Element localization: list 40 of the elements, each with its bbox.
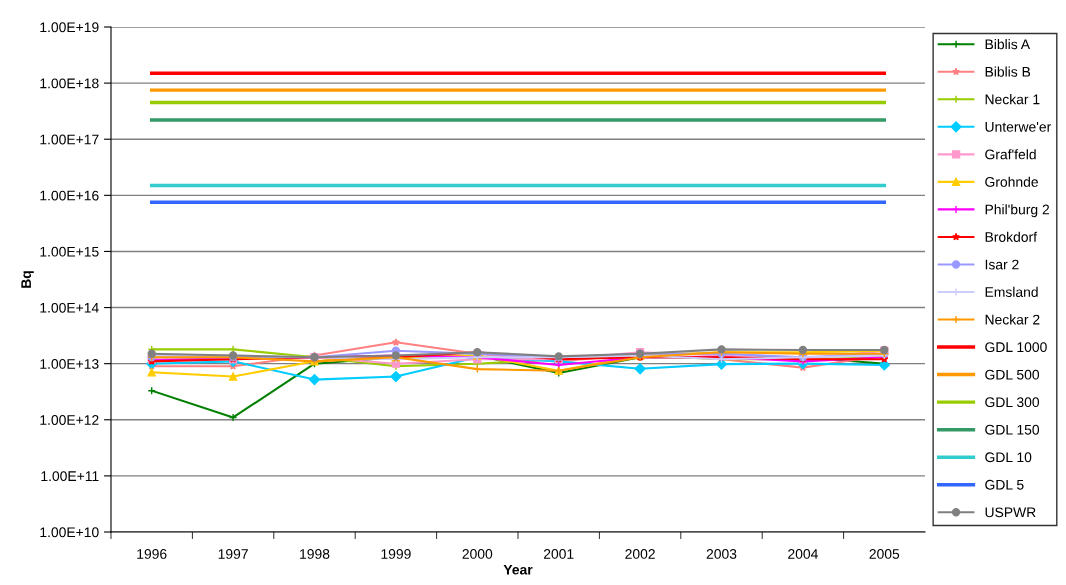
x-tick-label: 1996: [137, 549, 167, 559]
x-tick-label: 1998: [300, 549, 330, 559]
legend-label: GDL 500: [985, 369, 1040, 380]
legend-label: GDL 10: [985, 452, 1032, 463]
legend-label: Isar 2: [985, 259, 1019, 270]
y-axis-title: Bq: [21, 271, 34, 288]
legend-label: USPWR: [985, 507, 1036, 518]
legend-label: GDL 150: [985, 424, 1040, 435]
x-tick-label: 2002: [625, 549, 655, 559]
legend-label: GDL 5: [985, 479, 1024, 490]
legend-label: Unterwe'er: [985, 122, 1052, 132]
y-tick-label: 1.00E+18: [40, 78, 99, 89]
y-tick-label: 1.00E+17: [40, 134, 99, 145]
legend-label: GDL 300: [985, 397, 1040, 408]
legend-label: Neckar 2: [985, 314, 1040, 325]
legend-label: Emsland: [985, 286, 1038, 297]
x-tick-label: 2003: [706, 549, 737, 559]
x-axis-title: Year: [503, 564, 533, 575]
x-tick-label: 2001: [543, 549, 574, 559]
x-tick-label: 2004: [788, 549, 818, 559]
legend-label: Grohnde: [985, 176, 1038, 187]
y-tick-label: 1.00E+15: [40, 246, 99, 257]
y-tick-label: 1.00E+10: [40, 527, 99, 538]
y-tick-label: 1.00E+12: [40, 415, 99, 425]
x-tick-label: 2005: [869, 549, 900, 559]
legend-label: Phil'burg 2: [985, 204, 1050, 218]
x-tick-label: 1999: [381, 549, 411, 559]
y-tick-label: 1.00E+16: [40, 190, 99, 201]
legend-label: Graf'feld: [985, 149, 1036, 160]
y-tick-label: 1.00E+11: [41, 471, 99, 482]
y-tick-label: 1.00E+19: [40, 22, 99, 33]
legend-label: Neckar 1: [985, 94, 1040, 105]
x-tick-label: 1997: [218, 549, 248, 559]
legend-label: Brokdorf: [985, 231, 1038, 242]
legend-label: Biblis B: [985, 66, 1031, 77]
y-tick-label: 1.00E+14: [40, 302, 99, 313]
legend-label: Biblis A: [985, 39, 1031, 50]
x-tick-label: 2000: [462, 549, 493, 559]
y-tick-label: 1.00E+13: [40, 359, 99, 369]
legend-label: GDL 1000: [985, 342, 1047, 353]
